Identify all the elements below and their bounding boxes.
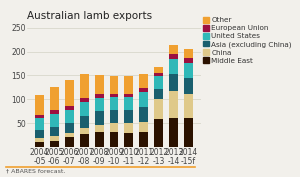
- Bar: [65, 137, 74, 147]
- Bar: [110, 123, 118, 132]
- Bar: [80, 74, 88, 98]
- Bar: [184, 118, 193, 147]
- Bar: [80, 102, 88, 116]
- Bar: [169, 91, 178, 118]
- Bar: [154, 73, 163, 76]
- Bar: [50, 87, 59, 110]
- Bar: [110, 110, 118, 123]
- Bar: [50, 114, 59, 127]
- Bar: [50, 141, 59, 147]
- Bar: [140, 122, 148, 132]
- Bar: [154, 76, 163, 89]
- Bar: [169, 59, 178, 74]
- Bar: [184, 49, 193, 58]
- Bar: [94, 124, 103, 132]
- Bar: [154, 67, 163, 73]
- Bar: [50, 136, 59, 141]
- Bar: [124, 97, 134, 110]
- Bar: [169, 74, 178, 91]
- Bar: [65, 110, 74, 123]
- Bar: [65, 123, 74, 133]
- Bar: [65, 80, 74, 106]
- Bar: [110, 94, 118, 97]
- Bar: [50, 110, 59, 114]
- Legend: Other, European Union, United States, Asia (excluding China), China, Middle East: Other, European Union, United States, As…: [203, 17, 292, 64]
- Text: † ABARES forecast.: † ABARES forecast.: [6, 169, 65, 173]
- Bar: [154, 119, 163, 147]
- Bar: [140, 107, 148, 122]
- Bar: [80, 128, 88, 134]
- Bar: [184, 62, 193, 78]
- Bar: [184, 58, 193, 62]
- Bar: [94, 75, 103, 95]
- Bar: [94, 98, 103, 111]
- Bar: [35, 115, 44, 118]
- Bar: [110, 97, 118, 110]
- Bar: [184, 78, 193, 95]
- Text: Australian lamb exports: Australian lamb exports: [27, 11, 152, 21]
- Bar: [124, 110, 134, 123]
- Bar: [50, 127, 59, 136]
- Bar: [35, 142, 44, 147]
- Bar: [169, 55, 178, 59]
- Bar: [110, 132, 118, 147]
- Bar: [140, 74, 148, 88]
- Bar: [154, 99, 163, 119]
- Bar: [154, 89, 163, 99]
- Bar: [124, 76, 134, 94]
- Bar: [169, 45, 178, 55]
- Bar: [124, 133, 134, 147]
- Bar: [124, 123, 134, 133]
- Bar: [140, 92, 148, 107]
- Bar: [110, 76, 118, 94]
- Bar: [35, 138, 44, 142]
- Bar: [94, 95, 103, 98]
- Bar: [65, 106, 74, 110]
- Bar: [80, 134, 88, 147]
- Bar: [169, 118, 178, 147]
- Bar: [65, 133, 74, 137]
- Bar: [94, 132, 103, 147]
- Bar: [35, 118, 44, 130]
- Bar: [184, 95, 193, 118]
- Bar: [140, 132, 148, 147]
- Bar: [35, 130, 44, 138]
- Bar: [124, 94, 134, 97]
- Bar: [140, 88, 148, 92]
- Bar: [94, 111, 103, 124]
- Bar: [80, 98, 88, 102]
- Bar: [35, 95, 44, 115]
- Bar: [80, 116, 88, 128]
